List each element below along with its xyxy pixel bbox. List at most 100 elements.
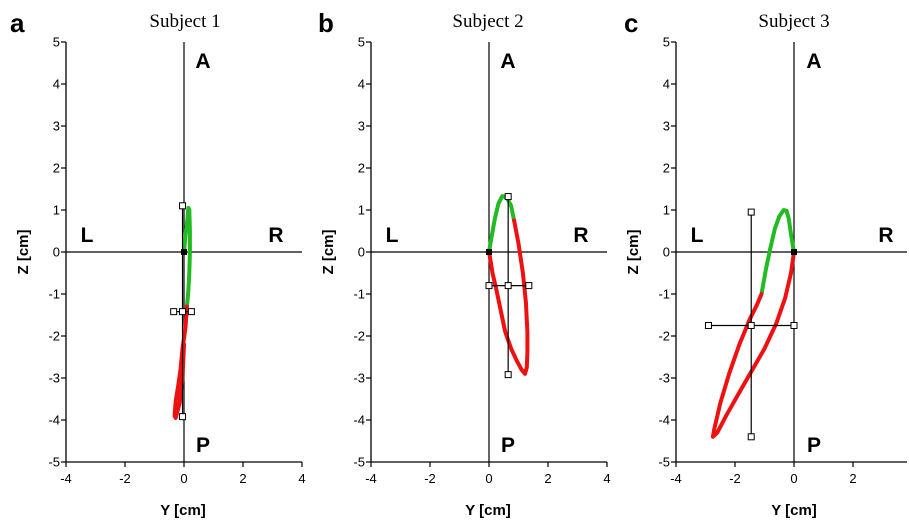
panel-a-ytick-label: 1 bbox=[53, 203, 60, 218]
panel-b-label-bottom: P bbox=[501, 434, 515, 457]
panel-c-mean-marker bbox=[747, 322, 755, 329]
panel-a-xtick-label: -2 bbox=[119, 471, 131, 486]
panel-a-ytick-label: -1 bbox=[48, 287, 60, 302]
panel-c-xtick-label: 0 bbox=[790, 471, 797, 486]
panel-b-ytick-label: 0 bbox=[358, 245, 365, 260]
panel-c-ytick-label: -2 bbox=[658, 329, 670, 344]
panel-a-mean-marker bbox=[179, 308, 187, 316]
panel-b: b Subject 2 Y [cm] Z [cm] L R A P bbox=[318, 8, 589, 519]
panel-b-ytick-label: 5 bbox=[358, 35, 365, 50]
panel-c-errorbar-end bbox=[704, 322, 712, 329]
panel-a-series-1 bbox=[182, 205, 192, 309]
panel-a-ytick-label: -4 bbox=[48, 413, 60, 428]
panel-b-xtick-label: 4 bbox=[603, 471, 610, 486]
panel-c-ytick-label: -4 bbox=[658, 413, 670, 428]
panel-c-label-top: A bbox=[806, 50, 821, 73]
panel-c-ytick-label: 1 bbox=[663, 203, 670, 218]
panel-c-series-1 bbox=[759, 208, 796, 296]
panel-c-xtick-label: -2 bbox=[729, 471, 741, 486]
panel-b-ytick-label: -3 bbox=[353, 371, 365, 386]
panel-c-ytick-label: 3 bbox=[663, 119, 670, 134]
panel-b-letter: b bbox=[318, 8, 334, 38]
panel-c-ytick-label: -3 bbox=[658, 371, 670, 386]
panel-b-ytick-label: -4 bbox=[353, 413, 365, 428]
panel-c-label-bottom: P bbox=[807, 434, 821, 457]
panel-a-errorbar-end bbox=[187, 308, 195, 316]
panel-c-ytick-label: -5 bbox=[658, 455, 670, 470]
panel-a-series-2 bbox=[172, 304, 189, 420]
panel-a-ylabel: Z [cm] bbox=[15, 229, 32, 274]
panel-c-label-right: R bbox=[878, 224, 893, 247]
panel-b-label-right: R bbox=[573, 224, 588, 247]
panel-c-xlabel: Y [cm] bbox=[771, 502, 817, 519]
panel-a-xtick-label: 0 bbox=[180, 471, 187, 486]
panel-a-ytick-label: -3 bbox=[48, 371, 60, 386]
panel-c-ylabel: Z [cm] bbox=[625, 229, 642, 274]
panel-b-label-top: A bbox=[500, 50, 515, 73]
panel-c-ytick-label: 0 bbox=[663, 245, 670, 260]
panel-a-label-left: L bbox=[81, 224, 94, 247]
panel-a-title: Subject 1 bbox=[149, 11, 220, 32]
panel-b-ylabel: Z [cm] bbox=[320, 229, 337, 274]
panel-a-errorbar-end bbox=[170, 308, 178, 316]
panel-b-xtick-label: -2 bbox=[424, 471, 436, 486]
panel-b-xtick-label: 2 bbox=[544, 471, 551, 486]
panel-c: c Subject 3 Y [cm] Z [cm] L R A P bbox=[624, 8, 894, 519]
panel-a-xtick-label: 2 bbox=[239, 471, 246, 486]
panel-a-ytick-label: 2 bbox=[53, 161, 60, 176]
panel-a-errorbar-end bbox=[179, 202, 187, 210]
panel-a-label-bottom: P bbox=[196, 434, 210, 457]
panel-b-ytick-label: 4 bbox=[358, 77, 365, 92]
panel-b-xlabel: Y [cm] bbox=[465, 502, 511, 519]
panel-b-label-left: L bbox=[386, 224, 399, 247]
panel-b-errorbar-end bbox=[504, 371, 512, 379]
panel-a: a Subject 1 Y [cm] Z [cm] L R A P bbox=[10, 8, 284, 519]
panel-b-ytick-label: 1 bbox=[358, 203, 365, 218]
panel-a-letter: a bbox=[10, 8, 25, 38]
panel-c-series-2 bbox=[710, 250, 796, 439]
panel-a-ytick-label: 0 bbox=[53, 245, 60, 260]
panel-c-label-left: L bbox=[691, 224, 704, 247]
panel-b-xtick-label: -4 bbox=[365, 471, 377, 486]
panel-b-errorbar-end bbox=[525, 282, 533, 290]
panel-b-title: Subject 2 bbox=[452, 11, 523, 32]
panel-b-ytick-label: 3 bbox=[358, 119, 365, 134]
panel-a-ytick-label: 3 bbox=[53, 119, 60, 134]
panel-b-start-marker bbox=[486, 249, 492, 255]
panel-a-xlabel: Y [cm] bbox=[160, 502, 206, 519]
panel-b-errorbar-end bbox=[504, 193, 512, 201]
panel-b-errorbar-end bbox=[485, 282, 493, 290]
panel-a-xtick-label: -4 bbox=[60, 471, 72, 486]
panel-c-title: Subject 3 bbox=[758, 11, 829, 32]
panel-c-errorbar-end bbox=[790, 322, 798, 329]
panel-a-errorbar-end bbox=[179, 413, 187, 421]
panel-c-ytick-label: 4 bbox=[663, 77, 670, 92]
panel-a-ytick-label: 4 bbox=[53, 77, 60, 92]
panel-b-ytick-label: -5 bbox=[353, 455, 365, 470]
panel-a-label-right: R bbox=[268, 224, 283, 247]
panel-c-ytick-label: 2 bbox=[663, 161, 670, 176]
panel-a-xtick-label: 4 bbox=[298, 471, 305, 486]
panel-a-label-top: A bbox=[195, 50, 210, 73]
panel-c-start-marker bbox=[791, 249, 797, 255]
panel-b-ytick-label: -1 bbox=[353, 287, 365, 302]
panel-a-start-marker bbox=[181, 249, 187, 255]
panel-a-ytick-label: 5 bbox=[53, 35, 60, 50]
panel-b-series-1 bbox=[487, 194, 517, 254]
panel-b-ytick-label: 2 bbox=[358, 161, 365, 176]
panel-c-ytick-label: 5 bbox=[663, 35, 670, 50]
panel-a-ytick-label: -2 bbox=[48, 329, 60, 344]
panel-c-xtick-label: 2 bbox=[849, 471, 856, 486]
panel-c-ytick-label: -1 bbox=[658, 287, 670, 302]
panel-b-xtick-label: 0 bbox=[485, 471, 492, 486]
panel-c-letter: c bbox=[624, 8, 638, 38]
panel-c-errorbar-end bbox=[747, 208, 755, 216]
panel-b-mean-marker bbox=[504, 282, 512, 290]
panel-a-ytick-label: -5 bbox=[48, 455, 60, 470]
panel-b-series-2 bbox=[487, 218, 530, 376]
